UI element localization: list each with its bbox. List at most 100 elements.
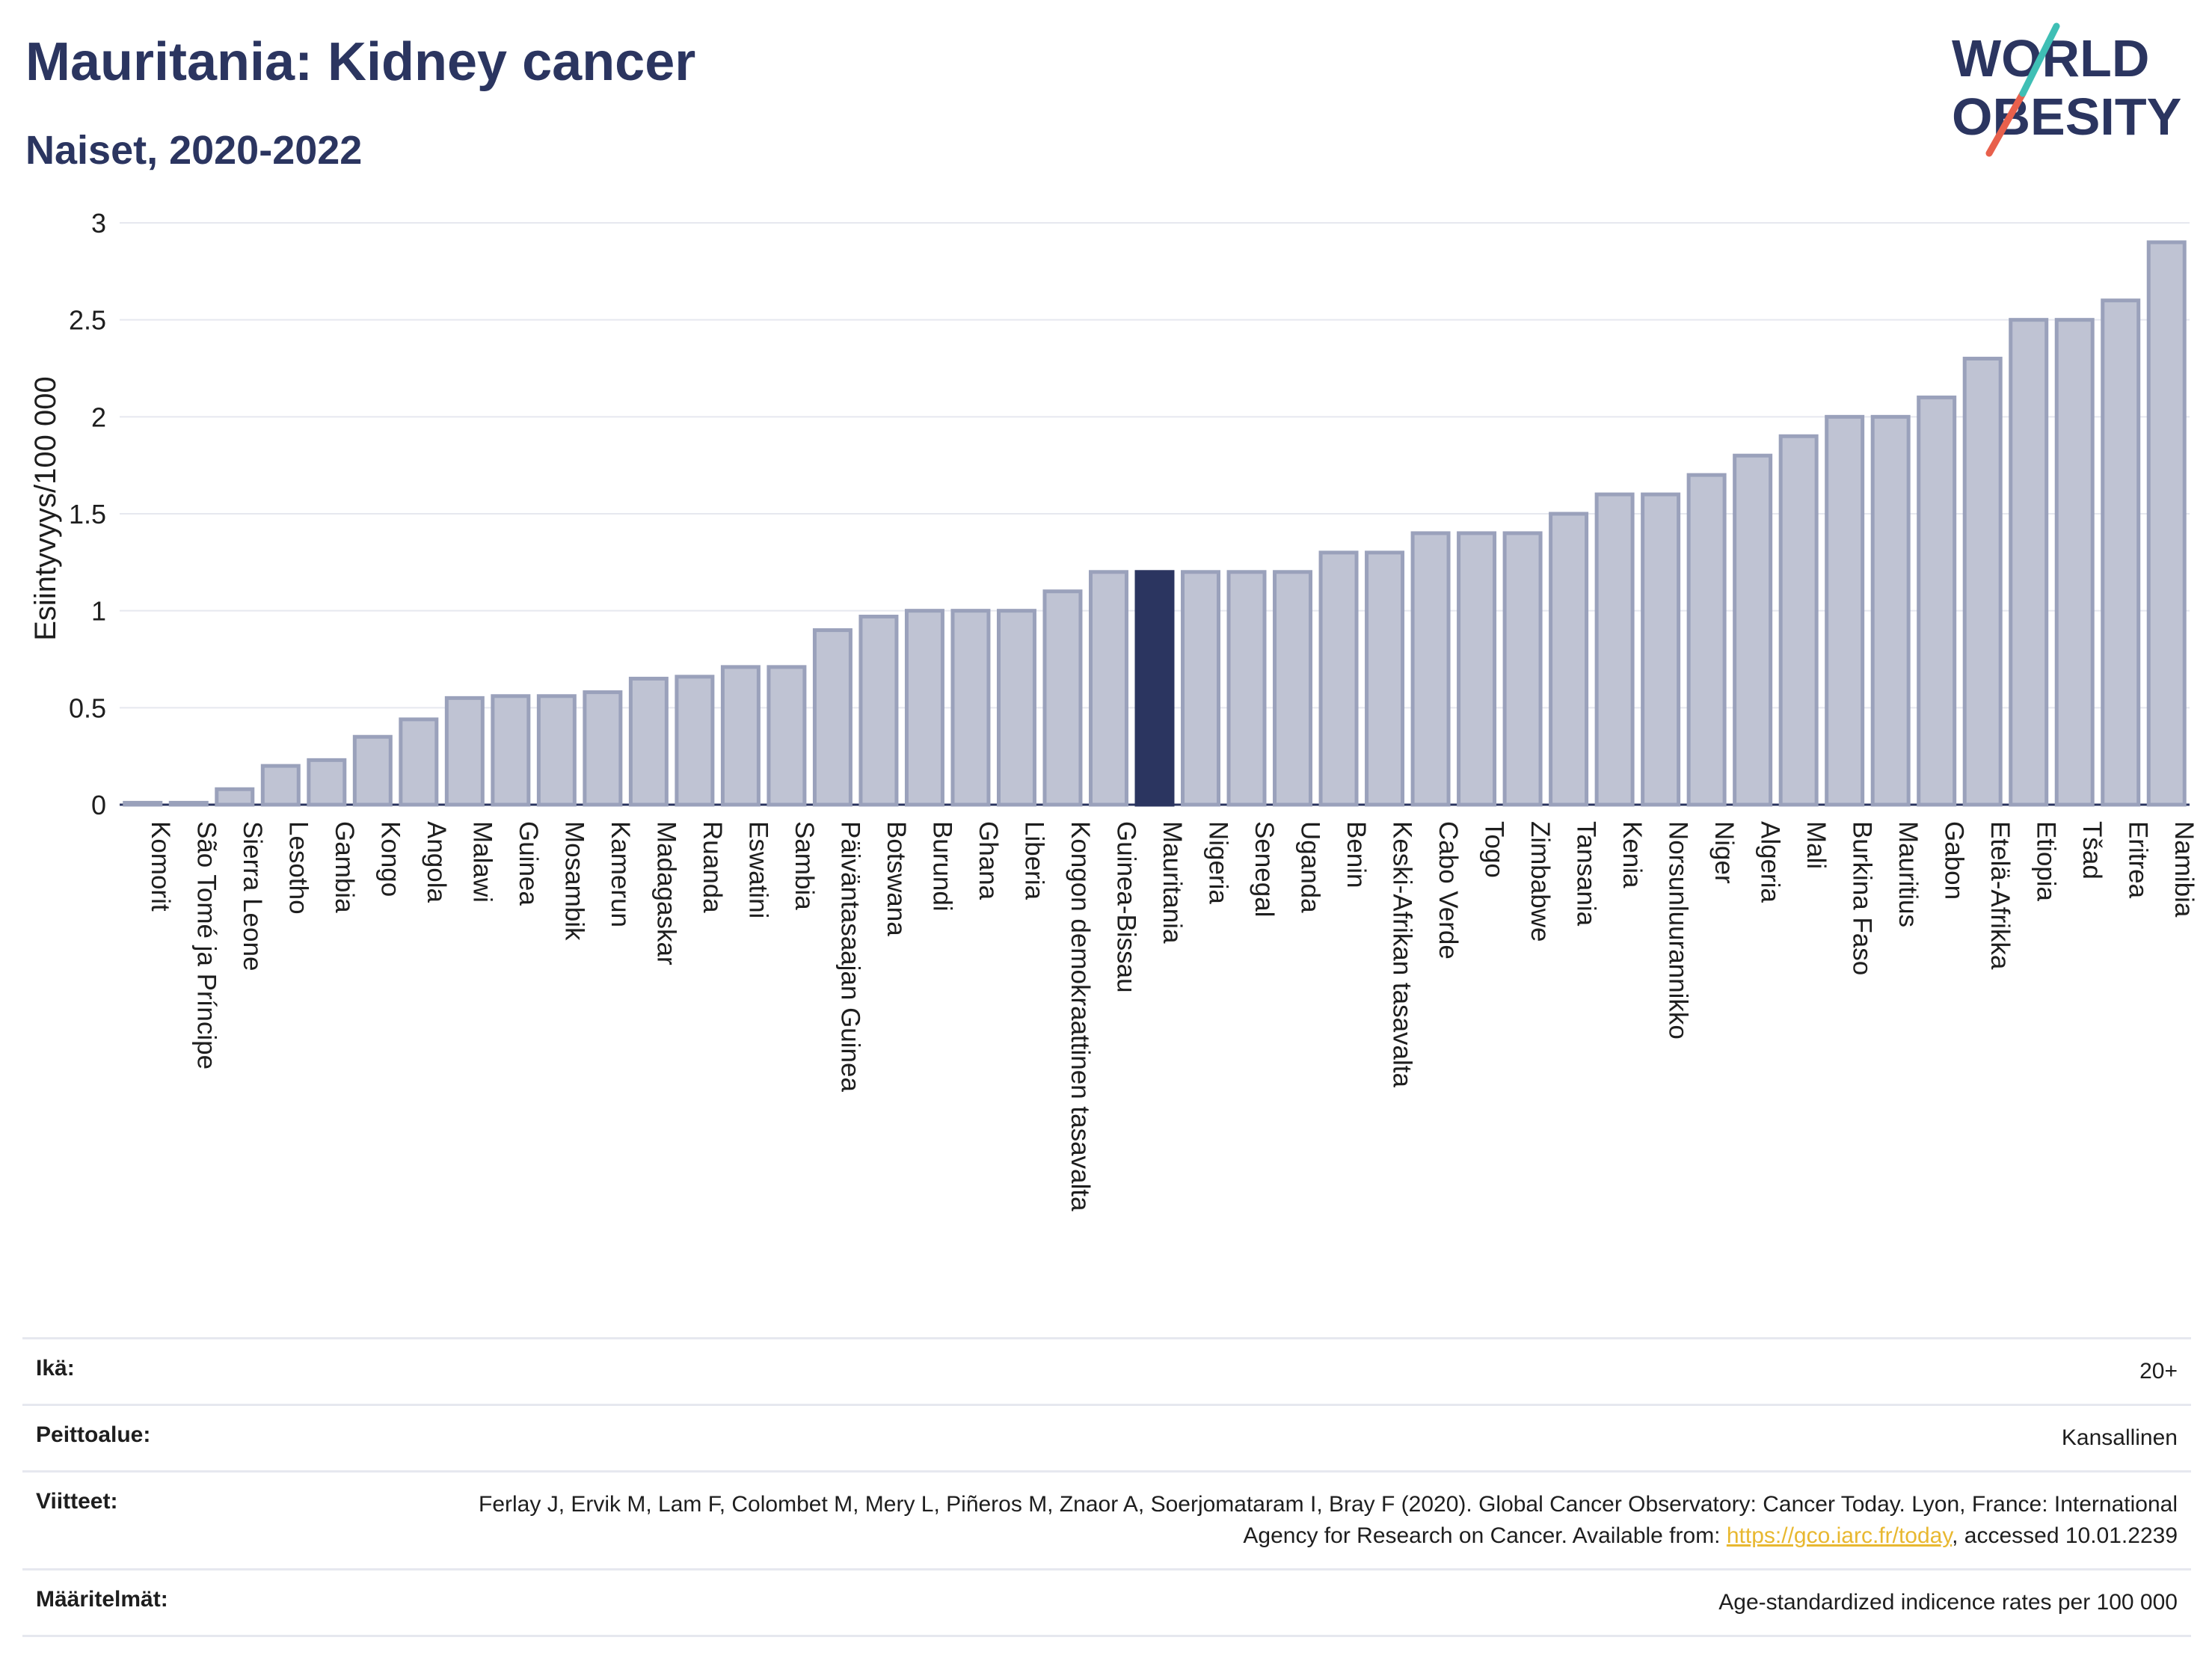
x-tick-label: Gambia [330, 821, 359, 913]
y-tick-label: 1.5 [69, 499, 106, 529]
y-tick-label: 0 [91, 790, 106, 820]
bar[interactable] [1594, 492, 1635, 807]
bar[interactable] [1778, 434, 1819, 807]
x-tick-label: Angola [422, 821, 451, 903]
x-tick-label: Namibia [2169, 821, 2199, 918]
x-tick-label: Togo [1480, 821, 1509, 878]
bar[interactable] [628, 676, 669, 807]
bar[interactable] [1226, 570, 1267, 807]
x-tick-label: Kongon demokraattinen tasavalta [1066, 821, 1095, 1212]
y-tick-labels: 0 0.5 1 1.5 2 2.5 3 [69, 208, 106, 820]
x-tick-label: Botswana [882, 821, 911, 936]
bar[interactable] [1273, 570, 1313, 807]
bar[interactable] [1502, 531, 1543, 807]
x-tick-label: Eritrea [2124, 821, 2153, 899]
bar[interactable] [1686, 473, 1727, 807]
bar[interactable] [1457, 531, 1497, 807]
x-tick-label: Burkina Faso [1848, 821, 1877, 975]
y-tick-label: 0.5 [69, 693, 106, 723]
meta-row-references: Viitteet: Ferlay J, Ervik M, Lam F, Colo… [22, 1470, 2191, 1568]
bar[interactable] [904, 609, 944, 807]
definitions-label: Määritelmät: [36, 1587, 168, 1612]
age-label: Ikä: [36, 1356, 75, 1381]
bar[interactable] [583, 690, 623, 807]
bar[interactable] [2101, 298, 2141, 807]
bar-highlight[interactable] [1134, 570, 1175, 807]
y-tick-label: 3 [91, 208, 106, 239]
x-tick-label: Guinea [514, 821, 543, 906]
bar[interactable] [1410, 531, 1451, 807]
references-link[interactable]: https://gco.iarc.fr/today [1726, 1523, 1953, 1548]
bar[interactable] [1870, 414, 1911, 807]
bar[interactable] [1042, 589, 1083, 807]
x-tick-label: Tšad [2077, 821, 2107, 879]
bar[interactable] [1917, 395, 1957, 807]
x-tick-label: Kongo [375, 821, 405, 897]
meta-row-age: Ikä: 20+ [22, 1337, 2191, 1404]
coverage-value: Kansallinen [2061, 1425, 2178, 1450]
y-tick-label: 2 [91, 402, 106, 432]
bar[interactable] [1733, 453, 1773, 807]
bar[interactable] [950, 609, 991, 807]
bar[interactable] [1181, 570, 1221, 807]
bar[interactable] [444, 696, 485, 807]
logo-slash-red [1985, 90, 2027, 157]
bar[interactable] [491, 694, 531, 807]
bar[interactable] [1318, 550, 1359, 807]
x-tick-label: Eswatini [743, 821, 772, 918]
x-tick-label: Malawi [467, 821, 497, 903]
bar[interactable] [307, 758, 347, 807]
bar[interactable] [123, 800, 163, 807]
bar[interactable] [260, 764, 301, 807]
bar[interactable] [1641, 492, 1681, 807]
x-tick-label: Niger [1709, 821, 1739, 884]
coverage-label: Peittoalue: [36, 1422, 151, 1447]
bar[interactable] [720, 665, 761, 807]
x-tick-label: Zimbabwe [1526, 821, 1555, 942]
bar[interactable] [1962, 357, 2003, 807]
chart-bars [123, 240, 2187, 807]
bar[interactable] [812, 628, 852, 807]
x-tick-label: Lesotho [283, 821, 313, 915]
bar[interactable] [536, 694, 577, 807]
bar[interactable] [675, 675, 715, 807]
logo-slash-teal [2019, 22, 2060, 97]
meta-row-definitions: Määritelmät: Age-standardized indicence … [22, 1568, 2191, 1637]
bar[interactable] [2009, 318, 2049, 807]
x-tick-label: Mauritania [1158, 821, 1187, 944]
x-tick-label: Algeria [1756, 821, 1785, 903]
x-tick-label: Uganda [1296, 821, 1325, 913]
x-tick-label: Madagaskar [651, 821, 681, 965]
bar[interactable] [858, 614, 899, 807]
bar[interactable] [215, 787, 255, 807]
page-title: Mauritania: Kidney cancer [25, 32, 696, 92]
x-tick-label: Guinea-Bissau [1111, 821, 1140, 993]
meta-row-coverage: Peittoalue: Kansallinen [22, 1404, 2191, 1470]
bar[interactable] [168, 800, 209, 807]
x-tick-label: Etiopia [2032, 821, 2061, 902]
bar[interactable] [1825, 414, 1865, 807]
bar[interactable] [1365, 550, 1405, 807]
bar[interactable] [352, 734, 393, 807]
bar[interactable] [2146, 240, 2187, 807]
x-tick-label: Mauritius [1893, 821, 1923, 927]
x-tick-label: Komorit [146, 821, 175, 912]
bar[interactable] [766, 665, 807, 807]
bar[interactable] [996, 609, 1036, 807]
x-tick-label: Gabon [1940, 821, 1969, 900]
x-tick-label: Etelä-Afrikka [1985, 821, 2015, 970]
references-text-end: , accessed 10.01.2239 [1952, 1523, 2178, 1548]
x-tick-label: Ruanda [698, 821, 727, 913]
x-tick-label: Nigeria [1204, 821, 1233, 904]
bar[interactable] [399, 717, 439, 807]
bar[interactable] [1088, 570, 1128, 807]
x-tick-label: Burundi [927, 821, 956, 912]
x-tick-label: Senegal [1250, 821, 1279, 917]
bar[interactable] [2054, 318, 2095, 807]
y-tick-label: 1 [91, 596, 106, 627]
x-tick-label: Ghana [974, 821, 1003, 900]
references-text: Ferlay J, Ervik M, Lam F, Colombet M, Me… [479, 1492, 2178, 1548]
x-tick-label: Sambia [790, 821, 819, 910]
bar[interactable] [1549, 512, 1589, 807]
references-label: Viitteet: [36, 1489, 118, 1514]
